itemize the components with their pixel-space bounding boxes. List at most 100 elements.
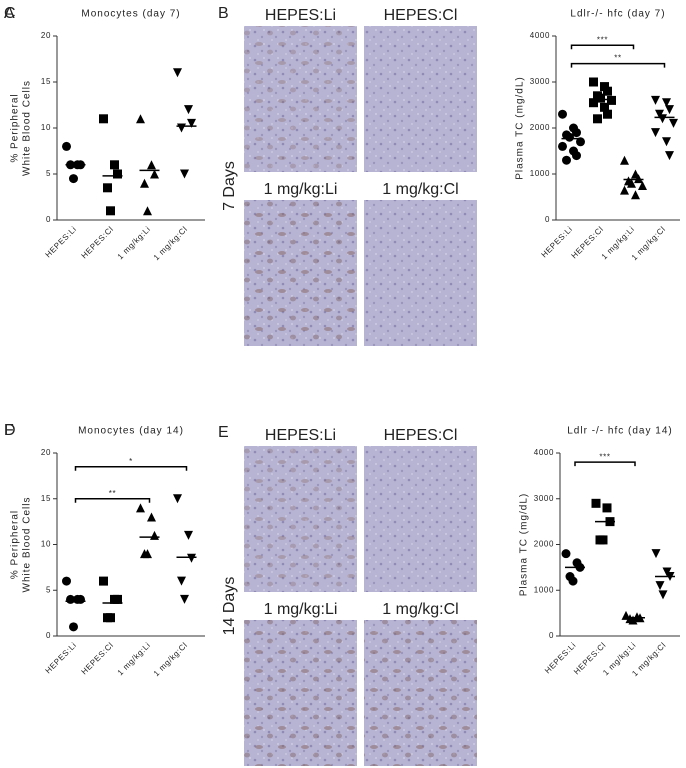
y-tick-label: 5 [46,169,51,178]
x-tick-label: HEPES:Cl [80,225,116,261]
point [187,118,196,128]
point [177,576,186,586]
point [665,151,674,161]
y-tick-label: 10 [41,123,51,132]
chart-title: Ldlr -/- hfc (day 14) [567,426,672,437]
point [150,530,159,540]
x-tick-label: HEPES:Cl [80,641,116,677]
image-label: HEPES:Li [265,427,336,444]
y-axis-label: White Blood Cells [22,80,33,176]
point [669,118,678,128]
point [631,190,640,200]
point [113,169,122,179]
x-tick-label: 1 mg/kg:Cl [152,225,190,263]
point [136,114,145,124]
point [655,109,664,119]
point [600,82,609,92]
image-label: 1 mg/kg:Li [264,601,338,618]
point [596,93,605,103]
image-label: HEPES:Li [265,7,336,24]
point [628,615,638,625]
point [184,530,193,540]
panel-letter: C [4,5,16,22]
chart-title: Monocytes (day 7) [81,9,180,20]
y-tick-label: 0 [549,631,554,640]
significance-bracket [74,465,188,471]
y-tick-label: 0 [545,215,550,224]
y-tick-label: 3000 [534,494,554,503]
point [147,512,156,522]
point [651,95,660,105]
point [589,77,598,87]
point [99,576,108,586]
point [150,169,159,179]
significance-bracket [574,461,636,467]
panel-letter: B [218,5,229,22]
image-label: 1 mg/kg:Li [264,181,338,198]
point [103,183,112,193]
point [665,105,674,115]
point [76,594,85,604]
image-label: HEPES:Cl [384,427,458,444]
y-tick-label: 20 [41,448,51,457]
micrograph [364,26,477,172]
point [143,549,152,559]
panel-letter: E [218,424,229,441]
significance-label: ** [109,489,116,498]
image-label: 1 mg/kg:Cl [382,601,458,618]
row-label: 14 Days [221,577,238,636]
y-tick-label: 15 [41,77,51,86]
y-tick-label: 2000 [530,123,550,132]
y-tick-label: 3000 [530,77,550,86]
y-tick-label: 15 [41,494,51,503]
point [177,123,186,133]
micrograph-stain [244,446,357,592]
point [602,503,612,513]
point [187,553,196,563]
point [180,169,189,179]
significance-label: *** [599,452,610,461]
point [651,128,660,138]
significance-bracket [74,498,151,503]
y-axis-label: % Peripheral [10,510,21,579]
point [147,160,156,170]
point [558,141,567,151]
significance-label: *** [597,35,608,44]
point [638,181,647,190]
y-tick-label: 10 [41,540,51,549]
y-tick-label: 4000 [530,31,550,40]
y-axis-label: Plasma TC (mg/dL) [519,493,530,597]
x-tick-label: HEPES:Li [43,225,78,260]
point [658,114,667,124]
point [558,109,567,119]
y-tick-label: 0 [46,215,51,224]
significance-bracket [570,44,635,50]
y-tick-label: 0 [46,631,51,640]
point [568,576,578,586]
micrograph-stain [364,620,477,766]
micrograph [364,446,477,592]
point [651,549,661,559]
point [136,503,145,513]
point [658,590,668,600]
point [62,576,71,586]
point [180,594,189,604]
point [620,155,629,165]
point [69,174,78,184]
panel-letter: A [4,5,15,22]
row-label: 7 Days [221,161,238,211]
point [572,151,581,161]
y-tick-label: 2000 [534,540,554,549]
point [603,109,612,119]
point [66,594,75,604]
micrograph-stain [244,620,357,766]
point [662,98,671,108]
point [576,137,585,147]
point [106,206,115,216]
point [113,594,122,604]
y-tick-label: 1000 [530,169,550,178]
point [620,185,629,195]
point [634,174,643,184]
significance-bracket [570,62,666,68]
y-axis-label: White Blood Cells [22,497,33,593]
